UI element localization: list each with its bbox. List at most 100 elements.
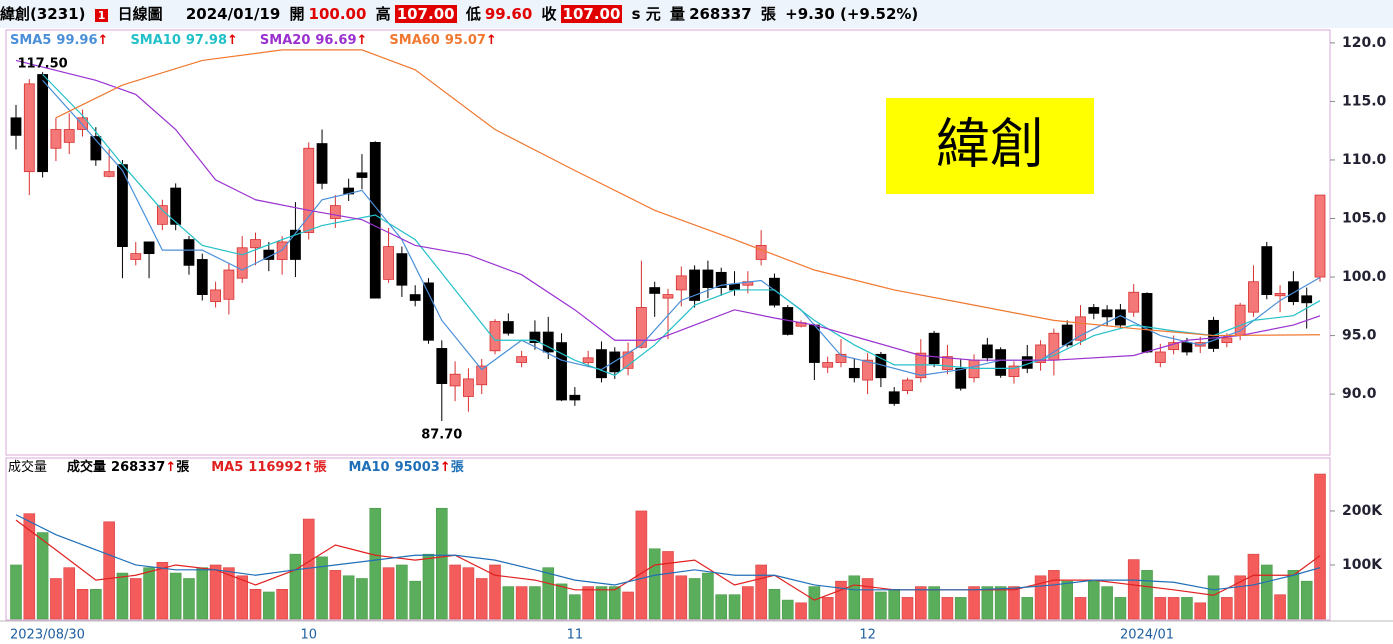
candle-body	[369, 141, 381, 299]
y-tick-label: 110.0	[1342, 152, 1387, 168]
volume-bar	[1247, 553, 1260, 620]
candle-body	[156, 205, 168, 225]
volume-bar	[1061, 580, 1073, 620]
volume-bar	[23, 513, 36, 620]
volume-bar	[755, 564, 767, 620]
legend-arrow: ↑	[303, 460, 314, 475]
volume-bar	[688, 578, 701, 620]
candle-body	[702, 269, 714, 288]
volume-bar	[103, 521, 115, 620]
volume-unit: 張	[760, 5, 776, 23]
legend-arrow: ↑	[357, 33, 368, 48]
candle-body	[1274, 293, 1286, 297]
volume-bar	[1127, 559, 1140, 620]
high-label: 高	[375, 5, 391, 23]
candle-body	[848, 367, 860, 379]
ma-line	[42, 74, 1321, 377]
volume-bar	[715, 594, 728, 620]
volume-bar	[1101, 586, 1113, 620]
volume-bar	[1287, 570, 1300, 620]
candle-body	[1128, 291, 1140, 313]
candle-body	[183, 239, 195, 266]
volume-legend: 成交量 成交量 268337↑張 MA5 116992↑張 MA10 95003↑張	[8, 459, 465, 475]
legend-value: 95.07	[445, 33, 486, 48]
volume-bar	[329, 570, 342, 620]
candle-body	[303, 147, 315, 233]
volume-bar	[1221, 597, 1233, 620]
watermark: 緯創	[936, 113, 1044, 176]
volume-bar	[888, 588, 901, 620]
min-label: 87.70	[421, 428, 462, 443]
volume-bar	[156, 561, 169, 620]
candle-body	[1261, 246, 1273, 296]
x-tick-label: 2023/08/30	[10, 628, 85, 643]
candle-body	[542, 331, 554, 353]
candle-body	[63, 129, 75, 143]
candle-body	[210, 289, 221, 303]
volume-bar	[941, 597, 954, 620]
volume: 268337	[689, 5, 752, 23]
volume-bar	[263, 591, 275, 620]
volume-bar	[276, 588, 288, 620]
volume-bar	[835, 580, 847, 620]
volume-bar	[1074, 597, 1087, 620]
volume-bar	[515, 586, 528, 620]
legend-value: 99.96	[56, 33, 97, 48]
candle-body	[170, 187, 182, 225]
candle-body	[1248, 281, 1259, 313]
volume-bar	[1048, 570, 1060, 620]
candle-body	[1061, 324, 1073, 346]
volume-bar	[1034, 575, 1047, 620]
close-label: 收	[541, 5, 557, 23]
volume-bar	[608, 586, 621, 620]
y-tick-label: 90.0	[1342, 386, 1377, 402]
y-tick-label: 100K	[1342, 557, 1383, 573]
candle-body	[808, 324, 820, 363]
candle-body	[396, 253, 408, 286]
volume-bar	[994, 586, 1007, 620]
volume-bar	[10, 564, 22, 620]
candle-body	[715, 271, 727, 288]
y-tick-label: 95.0	[1342, 328, 1377, 344]
candle-body	[1075, 316, 1086, 341]
candle-body	[436, 348, 448, 384]
candle-body	[143, 241, 155, 255]
volume-bar	[635, 510, 648, 620]
y-tick-label: 120.0	[1342, 35, 1387, 51]
ma-line	[42, 79, 1321, 376]
volume-bar	[1008, 586, 1020, 620]
candle-body	[316, 143, 328, 184]
volume-bar	[196, 567, 209, 620]
volume-bar	[742, 586, 754, 620]
candle-body	[130, 253, 142, 260]
candle-body	[196, 259, 208, 296]
volume-bar	[915, 586, 927, 620]
candle-body	[476, 365, 488, 386]
candle-body	[635, 307, 647, 348]
volume-bar	[928, 586, 940, 620]
volume-bar	[76, 588, 89, 620]
x-tick-label: 10	[300, 628, 317, 643]
badge: 1	[94, 9, 109, 22]
legend-arrow: ↑	[440, 460, 451, 475]
candle-body	[1115, 309, 1126, 326]
candle-body	[835, 353, 847, 363]
y-tick-label: 100.0	[1342, 269, 1387, 285]
candle-body	[290, 229, 301, 260]
volume-bar	[236, 575, 249, 620]
candle-body	[409, 294, 421, 301]
candle-body	[529, 331, 541, 344]
candle-body	[1154, 351, 1166, 363]
candle-body	[1101, 309, 1113, 318]
candle-body	[862, 359, 873, 381]
candle-body	[37, 74, 49, 173]
volume-bar	[648, 548, 661, 620]
candle-body	[329, 205, 341, 219]
volume-bar	[449, 564, 461, 620]
candle-body	[449, 373, 461, 387]
legend-name: SMA10	[130, 33, 180, 48]
candle-body	[556, 342, 567, 401]
legend-arrow: ↑	[98, 33, 109, 48]
candle-body	[383, 246, 394, 280]
